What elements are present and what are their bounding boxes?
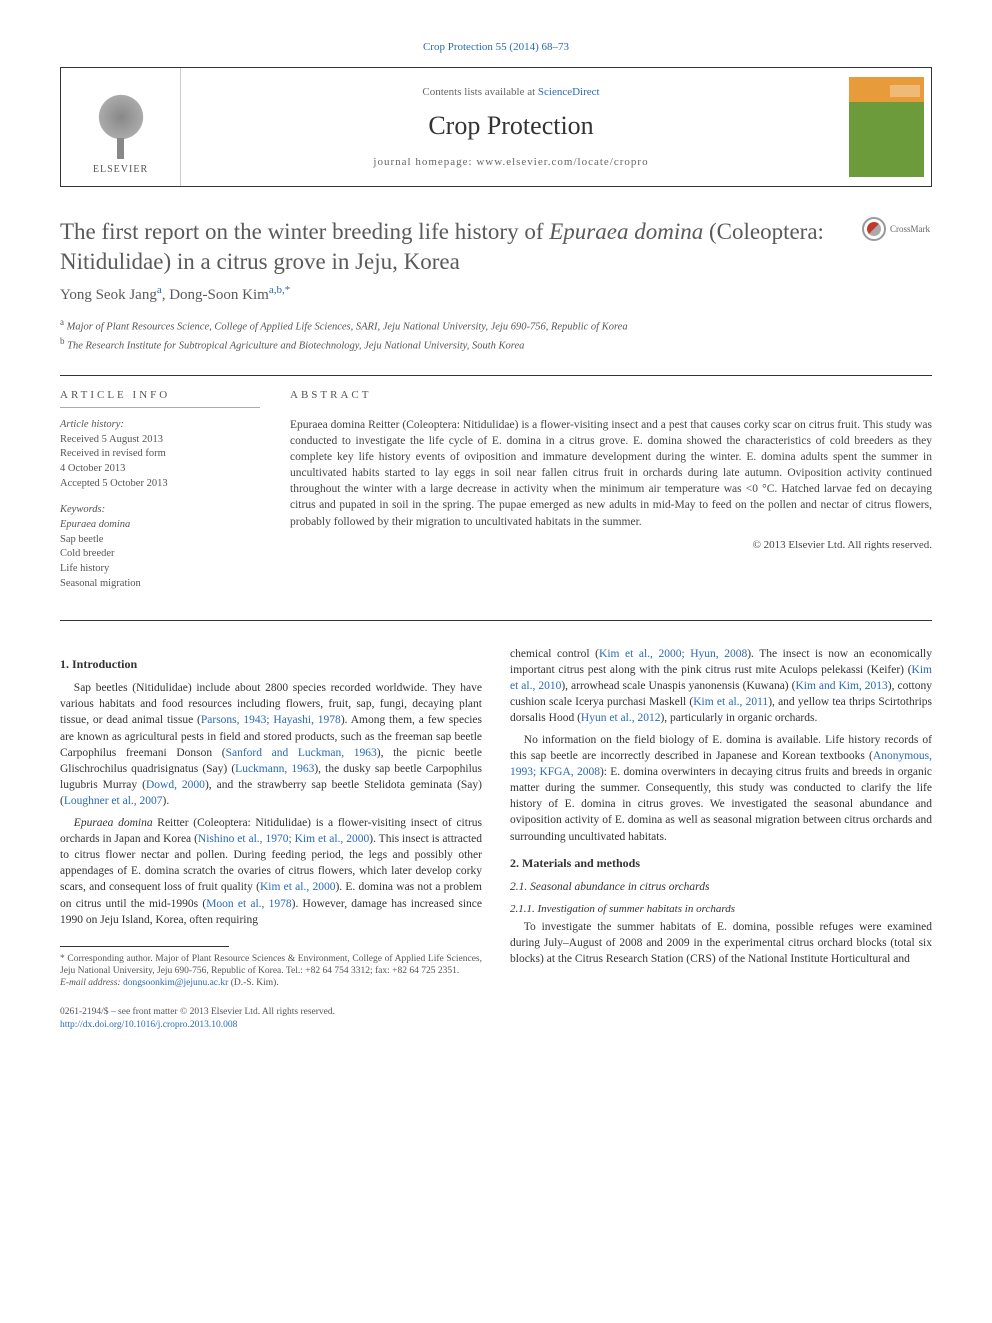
keyword-2: Cold breeder [60, 547, 260, 562]
ref-link[interactable]: Kim et al., 2000 [260, 881, 336, 893]
sciencedirect-link[interactable]: ScienceDirect [538, 86, 600, 98]
abstract-copyright: © 2013 Elsevier Ltd. All rights reserved… [290, 538, 932, 553]
keyword-4: Seasonal migration [60, 577, 260, 592]
author-1: Yong Seok Jang [60, 287, 157, 303]
ref-link[interactable]: Parsons, 1943; Hayashi, 1978 [201, 714, 341, 726]
bottom-meta: 0261-2194/$ – see front matter © 2013 El… [60, 1006, 482, 1033]
ref-link[interactable]: Sanford and Luckman, 1963 [226, 747, 377, 759]
col2-p1: chemical control (Kim et al., 2000; Hyun… [510, 646, 932, 726]
contents-available-label: Contents lists available at ScienceDirec… [422, 85, 599, 100]
section-1-heading: 1. Introduction [60, 656, 482, 673]
footnote-separator [60, 946, 229, 947]
email-footnote: E-mail address: dongsoonkim@jejunu.ac.kr… [60, 977, 482, 989]
s211-p1: To investigate the summer habitats of E.… [510, 919, 932, 967]
elsevier-logo[interactable]: ELSEVIER [76, 77, 166, 177]
author-1-affil[interactable]: a [157, 284, 162, 296]
ref-link[interactable]: Moon et al., 1978 [206, 898, 291, 910]
ref-link[interactable]: Kim et al., 2000; Hyun, 2008 [599, 648, 747, 660]
column-left: 1. Introduction Sap beetles (Nitidulidae… [60, 646, 482, 1033]
abstract-heading: ABSTRACT [290, 388, 932, 407]
title-species: Epuraea domina [549, 219, 703, 244]
ref-link[interactable]: Nishino et al., 1970; Kim et al., 2000 [198, 833, 369, 845]
authors: Yong Seok Janga, Dong-Soon Kima,b,* [60, 283, 932, 306]
elsevier-label: ELSEVIER [93, 163, 148, 177]
ref-link[interactable]: Kim and Kim, 2013 [795, 680, 887, 692]
ref-link[interactable]: Kim et al., 2011 [693, 696, 768, 708]
s1-p2: Epuraea domina Reitter (Coleoptera: Niti… [60, 815, 482, 928]
history-revised-2: 4 October 2013 [60, 462, 260, 477]
corresponding-footnote: * Corresponding author. Major of Plant R… [60, 953, 482, 978]
keyword-1: Sap beetle [60, 533, 260, 548]
email-suffix: (D.-S. Kim). [228, 978, 278, 988]
journal-cover-cell [841, 68, 931, 186]
email-link[interactable]: dongsoonkim@jejunu.ac.kr [123, 978, 228, 988]
ref-link[interactable]: Loughner et al., 2007 [64, 795, 163, 807]
abstract-text: Epuraea domina Reitter (Coleoptera: Niti… [290, 417, 932, 530]
journal-name: Crop Protection [428, 108, 593, 144]
history-label: Article history: [60, 419, 124, 430]
ref-link[interactable]: Dowd, 2000 [146, 779, 205, 791]
journal-citation-link[interactable]: Crop Protection 55 (2014) 68–73 [423, 41, 569, 53]
crossmark-badge[interactable]: CrossMark [862, 217, 932, 241]
affiliation-b: The Research Institute for Subtropical A… [67, 341, 524, 352]
keyword-0: Epuraea domina [60, 519, 130, 530]
section-2-1-1-heading: 2.1.1. Investigation of summer habitats … [510, 902, 932, 917]
title-pre: The first report on the winter breeding … [60, 219, 549, 244]
contents-prefix: Contents lists available at [422, 86, 537, 98]
journal-citation: Crop Protection 55 (2014) 68–73 [60, 40, 932, 55]
section-2-1-heading: 2.1. Seasonal abundance in citrus orchar… [510, 879, 932, 895]
publisher-logo-cell: ELSEVIER [61, 68, 181, 186]
article-title: The first report on the winter breeding … [60, 217, 850, 277]
article-history: Article history: Received 5 August 2013 … [60, 418, 260, 491]
column-right: chemical control (Kim et al., 2000; Hyun… [510, 646, 932, 1033]
history-accepted: Accepted 5 October 2013 [60, 477, 260, 492]
journal-header-center: Contents lists available at ScienceDirec… [181, 68, 841, 186]
journal-homepage: journal homepage: www.elsevier.com/locat… [373, 155, 648, 170]
section-2-heading: 2. Materials and methods [510, 855, 932, 872]
elsevier-tree-icon [86, 89, 156, 159]
col2-p2: No information on the field biology of E… [510, 732, 932, 845]
author-2-affil[interactable]: a,b, [269, 284, 285, 296]
article-info: ARTICLE INFO Article history: Received 5… [60, 388, 260, 604]
keywords-block: Keywords: Epuraea domina Sap beetle Cold… [60, 503, 260, 591]
article-info-heading: ARTICLE INFO [60, 388, 260, 408]
doi-link[interactable]: http://dx.doi.org/10.1016/j.cropro.2013.… [60, 1020, 237, 1030]
front-matter: 0261-2194/$ – see front matter © 2013 El… [60, 1006, 482, 1019]
author-2: Dong-Soon Kim [169, 287, 269, 303]
keyword-3: Life history [60, 562, 260, 577]
keywords-label: Keywords: [60, 504, 105, 515]
ref-link[interactable]: Hyun et al., 2012 [581, 712, 661, 724]
ref-link[interactable]: Luckmann, 1963 [235, 763, 314, 775]
journal-cover-thumb[interactable] [849, 77, 924, 177]
affiliation-a: Major of Plant Resources Science, Colleg… [67, 322, 628, 333]
journal-header: ELSEVIER Contents lists available at Sci… [60, 67, 932, 187]
abstract: ABSTRACT Epuraea domina Reitter (Coleopt… [290, 388, 932, 604]
history-received: Received 5 August 2013 [60, 433, 260, 448]
crossmark-icon [862, 217, 886, 241]
affiliations: a Major of Plant Resources Science, Coll… [60, 316, 932, 354]
email-label: E-mail address: [60, 978, 123, 988]
author-2-corresponding[interactable]: * [285, 284, 291, 296]
body-columns: 1. Introduction Sap beetles (Nitidulidae… [60, 646, 932, 1033]
history-revised-1: Received in revised form [60, 447, 260, 462]
s1-p1: Sap beetles (Nitidulidae) include about … [60, 680, 482, 809]
info-abstract-section: ARTICLE INFO Article history: Received 5… [60, 375, 932, 621]
crossmark-label: CrossMark [890, 223, 930, 236]
